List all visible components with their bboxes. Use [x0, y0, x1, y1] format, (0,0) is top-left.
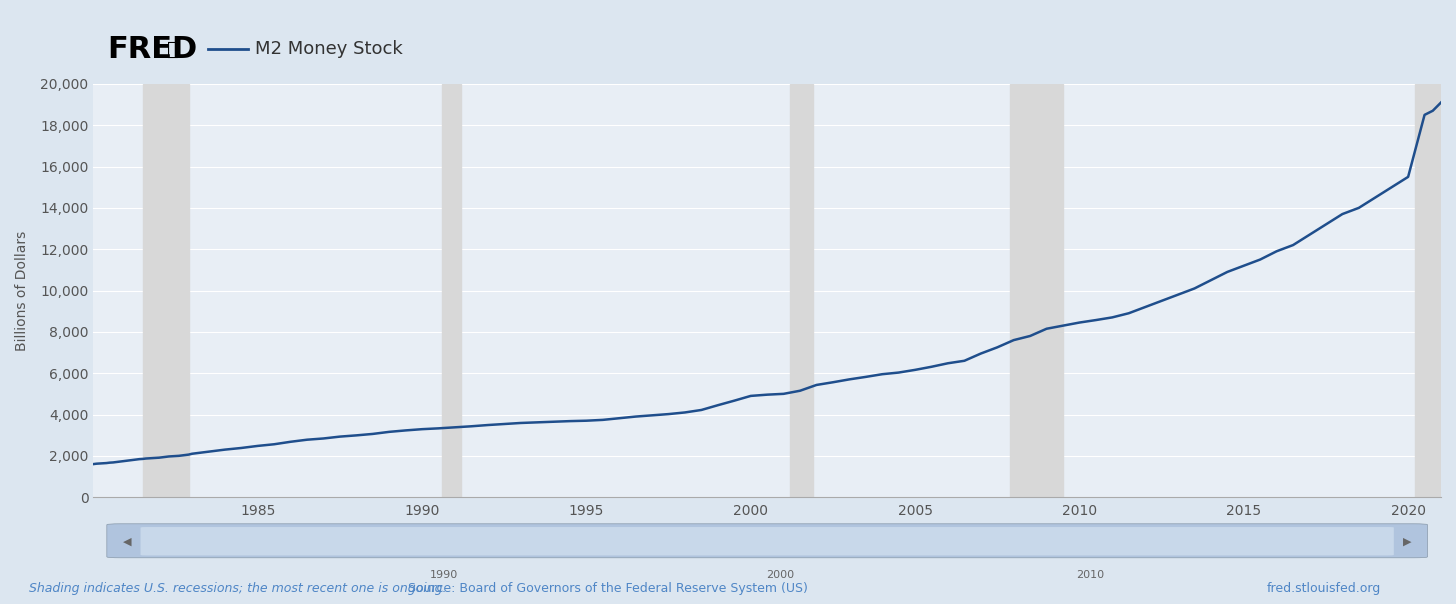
Bar — [143, 84, 189, 497]
Text: M2 Money Stock: M2 Money Stock — [255, 40, 403, 59]
Text: FRED: FRED — [106, 35, 197, 64]
Bar — [791, 84, 814, 497]
Text: 2010: 2010 — [1076, 570, 1105, 580]
Y-axis label: Billions of Dollars: Billions of Dollars — [15, 230, 29, 351]
Text: 📈: 📈 — [167, 40, 179, 59]
Bar — [441, 84, 462, 497]
Bar — [1415, 84, 1441, 497]
FancyBboxPatch shape — [141, 527, 1393, 556]
Text: Source: Board of Governors of the Federal Reserve System (US): Source: Board of Governors of the Federa… — [408, 582, 808, 595]
Text: Shading indicates U.S. recessions; the most recent one is ongoing.: Shading indicates U.S. recessions; the m… — [29, 582, 447, 595]
Text: ◀: ◀ — [122, 536, 131, 546]
Bar — [1010, 84, 1063, 497]
Text: fred.stlouisfed.org: fred.stlouisfed.org — [1267, 582, 1380, 595]
Text: 2000: 2000 — [767, 570, 795, 580]
Text: ▶: ▶ — [1404, 536, 1411, 546]
Text: 1990: 1990 — [430, 570, 457, 580]
FancyBboxPatch shape — [106, 524, 1427, 557]
